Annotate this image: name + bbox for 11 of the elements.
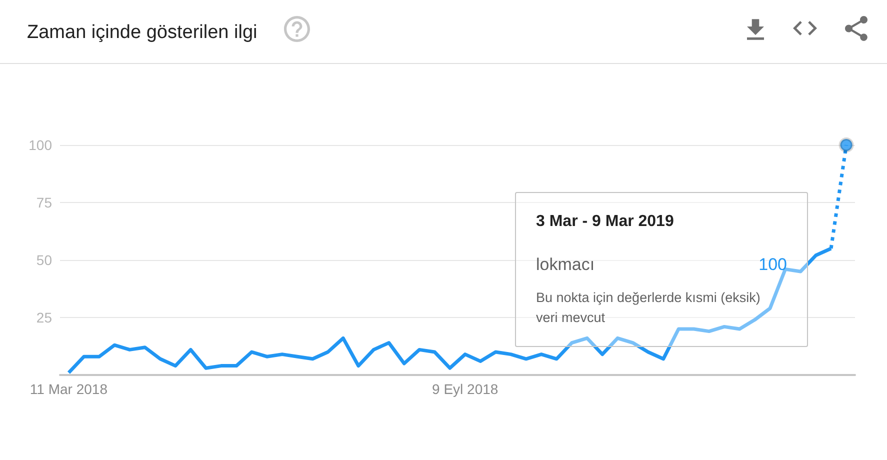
x-tick-label: 9 Eyl 2018 <box>432 381 498 397</box>
annotation: lokmacı <box>536 255 595 275</box>
y-tick-label: 25 <box>36 310 52 326</box>
annotation: 3 Mar - 9 Mar 2019 <box>536 213 674 231</box>
annotation: Bu nokta için değerlerde kısmi (eksik) veri mevcut <box>536 289 762 327</box>
chart-title: Zaman içinde gösterilen ilgi <box>27 22 258 43</box>
y-tick-label: 100 <box>28 137 52 153</box>
x-tick-label: 11 Mar 2018 <box>30 381 108 397</box>
y-tick-label: 50 <box>36 252 52 268</box>
y-tick-label: 75 <box>36 194 52 210</box>
annotation: 100 <box>758 255 787 275</box>
